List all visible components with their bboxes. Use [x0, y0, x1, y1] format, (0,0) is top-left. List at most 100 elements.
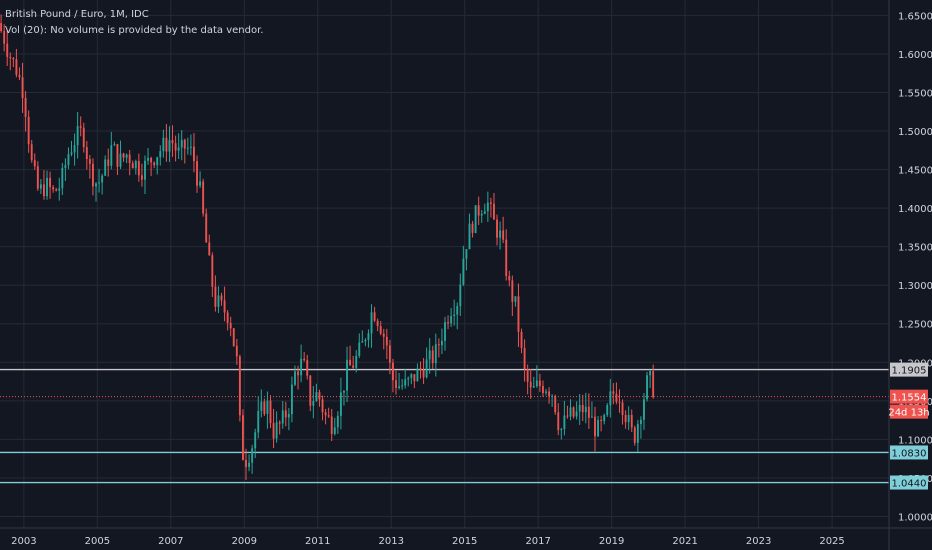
- candle-body: [566, 415, 569, 417]
- candle-body: [309, 375, 312, 406]
- candle-body: [107, 159, 110, 166]
- candle-body: [245, 459, 247, 467]
- resistance-price-label-bg: [890, 362, 928, 377]
- candle-body: [336, 415, 339, 428]
- candle-body: [67, 154, 70, 166]
- candle-body: [346, 359, 348, 391]
- time-tick-label: 2025: [819, 536, 844, 547]
- resistance-price-label: 1.1905: [892, 366, 927, 377]
- candle-body: [584, 406, 587, 413]
- candle-body: [110, 145, 113, 166]
- time-axis[interactable]: 2003 2005 2007 2009 2011 2013 2015 2017 2019 2021…: [11, 536, 845, 547]
- candle-body: [603, 415, 606, 422]
- candle-body: [226, 312, 229, 323]
- candle-body: [456, 306, 459, 315]
- current-price-label: 1.1554: [892, 393, 927, 404]
- candle-body: [597, 420, 600, 437]
- candle-body: [367, 333, 370, 340]
- candle-body: [73, 145, 76, 153]
- candle-body: [615, 393, 618, 402]
- candle-body: [281, 410, 284, 424]
- candle-body: [150, 157, 153, 163]
- candle-body: [186, 147, 189, 149]
- candle-body: [95, 183, 97, 187]
- candle-body: [453, 314, 456, 317]
- candle-body: [278, 422, 281, 424]
- candle-body: [36, 166, 39, 189]
- candle-body: [545, 391, 547, 393]
- candle-body: [254, 432, 257, 449]
- candle-body: [27, 116, 30, 145]
- candle-body: [572, 407, 575, 417]
- support-1-price-label-bg: [890, 445, 928, 460]
- candle-body: [606, 405, 609, 416]
- candle-body: [125, 154, 128, 158]
- time-tick-label: 2009: [232, 536, 257, 547]
- price-tick-label: 1.5000: [898, 127, 932, 138]
- candle-body: [343, 390, 345, 393]
- candle-body: [618, 401, 621, 403]
- time-tick-label: 2021: [672, 536, 697, 547]
- price-tick-label: 1.5500: [898, 88, 932, 99]
- candle-body: [156, 157, 159, 166]
- candle-body: [459, 284, 462, 307]
- time-tick-label: 2017: [525, 536, 550, 547]
- candle-body: [627, 414, 630, 423]
- candle-body: [318, 392, 321, 400]
- candle-body: [64, 165, 67, 168]
- current-price-label-bg: [890, 389, 928, 404]
- candle-body: [401, 385, 404, 387]
- candle-body: [529, 381, 532, 388]
- candle-body: [119, 153, 122, 167]
- candle-body: [260, 401, 263, 411]
- candle-body: [43, 184, 45, 197]
- candle-body: [196, 161, 198, 186]
- candle-body: [217, 295, 220, 307]
- candle-body: [548, 391, 551, 397]
- candle-body: [199, 181, 202, 186]
- price-tick-label: 1.3500: [898, 243, 932, 254]
- candle-body: [364, 339, 367, 342]
- candle-body: [0, 23, 3, 32]
- candle-body: [633, 427, 636, 443]
- candle-body: [284, 410, 287, 418]
- candle-body: [643, 399, 645, 420]
- price-tick-label: 1.3000: [898, 281, 932, 292]
- candle-body: [542, 386, 544, 393]
- candle-body: [373, 312, 376, 321]
- candle-body: [113, 144, 116, 146]
- candle-body: [410, 374, 413, 379]
- candle-body: [52, 187, 55, 190]
- candle-body: [76, 126, 79, 146]
- candle-body: [327, 415, 330, 417]
- time-tick-label: 2007: [158, 536, 183, 547]
- candle-body: [171, 140, 174, 144]
- candle-body: [330, 416, 333, 434]
- candle-body: [82, 127, 85, 148]
- time-tick-label: 2011: [305, 536, 330, 547]
- candle-body: [180, 139, 183, 148]
- candle-body: [358, 342, 361, 356]
- candle-body: [505, 239, 508, 277]
- candle-body: [355, 355, 358, 368]
- candle-body: [474, 205, 477, 233]
- candle-body: [116, 144, 119, 167]
- candle-body: [404, 379, 407, 386]
- price-tick-label: 1.1000: [898, 435, 932, 446]
- candle-body: [303, 358, 306, 361]
- candle-body: [223, 300, 226, 313]
- candle-body: [294, 371, 296, 385]
- support-1-price-label: 1.0830: [892, 448, 927, 459]
- price-tick-label: 1.6500: [898, 11, 932, 22]
- candle-body: [88, 159, 91, 164]
- candle-body: [376, 320, 379, 327]
- candle-body: [554, 395, 557, 413]
- candle-body: [12, 58, 15, 60]
- price-tick-label: 1.2500: [898, 320, 932, 331]
- candle-body: [257, 410, 260, 433]
- candle-body: [489, 202, 492, 204]
- chart-title: British Pound / Euro, 1M, IDC: [5, 9, 149, 20]
- candle-body: [493, 203, 495, 220]
